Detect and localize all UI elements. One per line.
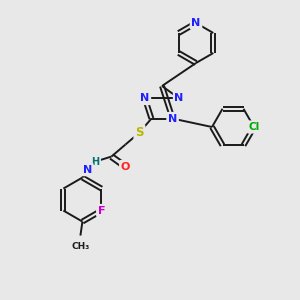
Text: CH₃: CH₃	[71, 242, 89, 250]
Text: N: N	[83, 165, 92, 175]
Text: N: N	[168, 114, 177, 124]
Text: N: N	[191, 18, 201, 28]
Text: S: S	[135, 126, 144, 139]
Text: H: H	[92, 157, 100, 166]
Text: Cl: Cl	[248, 122, 260, 132]
Text: N: N	[175, 93, 184, 103]
Text: O: O	[121, 162, 130, 172]
Text: F: F	[98, 206, 105, 216]
Text: N: N	[140, 93, 149, 103]
